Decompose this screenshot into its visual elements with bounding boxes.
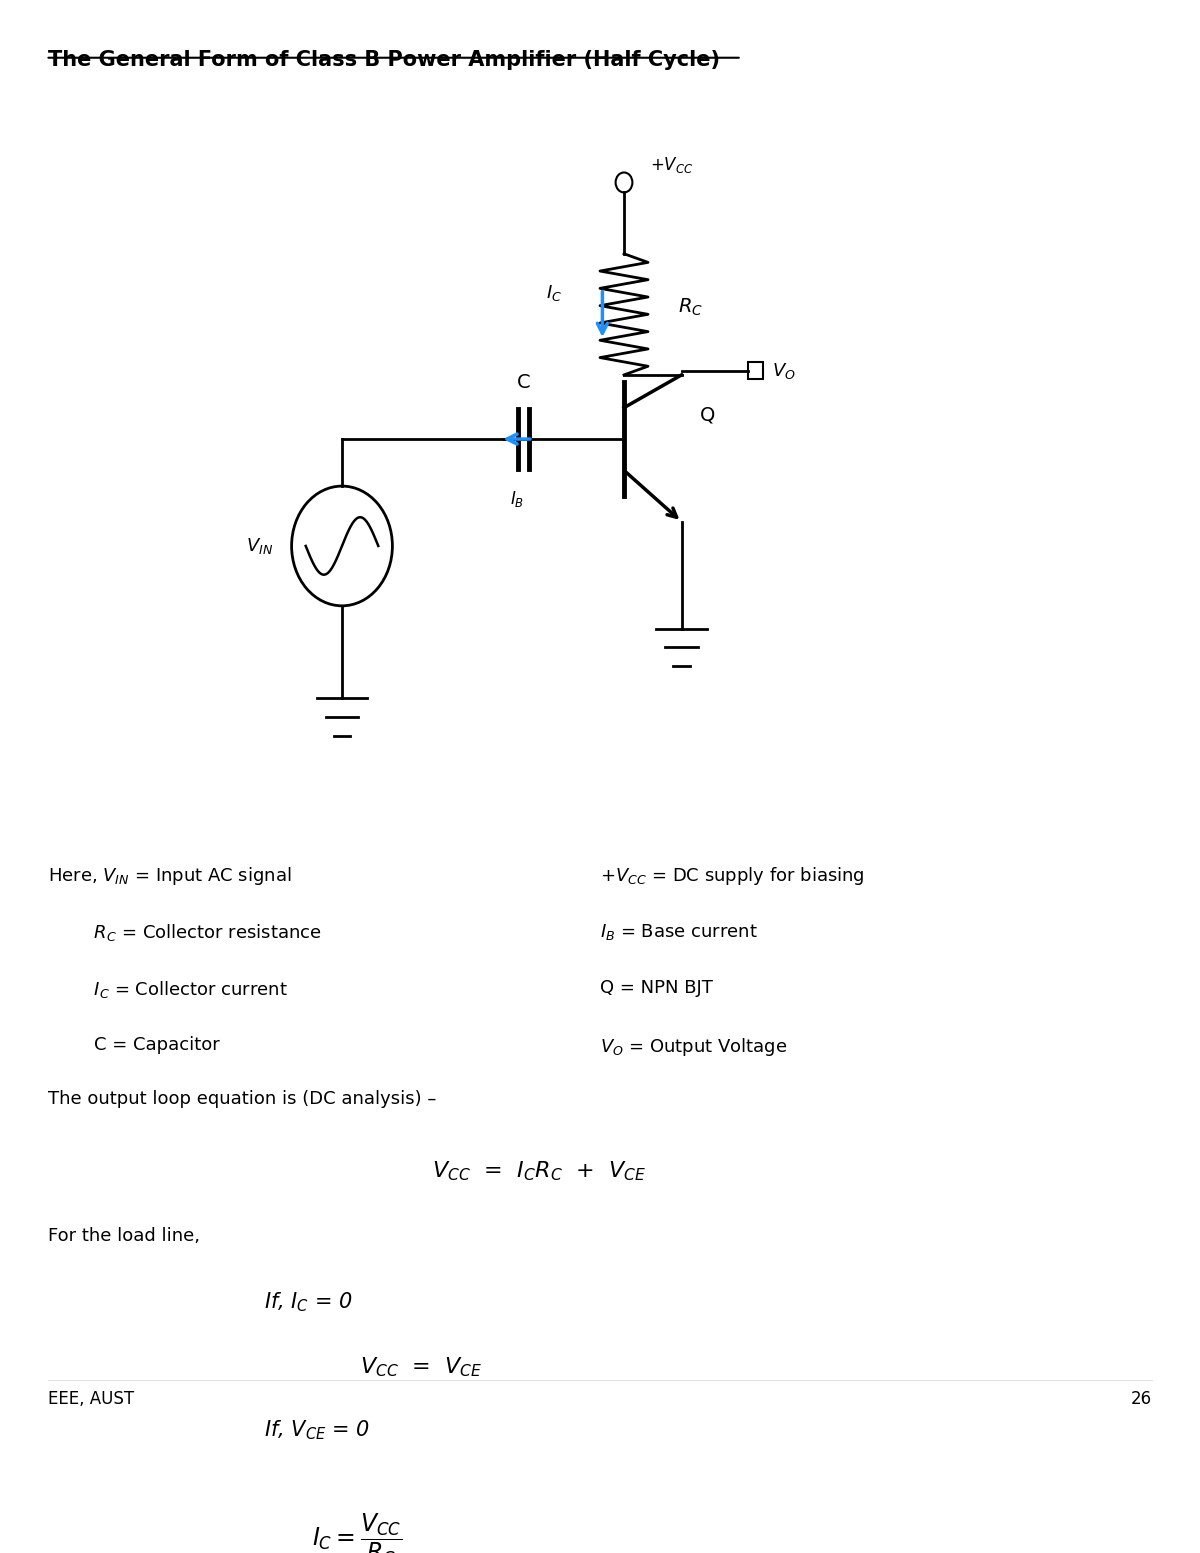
Text: $I_B$ = Base current: $I_B$ = Base current [600,922,757,943]
Text: C = Capacitor: C = Capacitor [48,1036,220,1054]
Text: The output loop equation is (DC analysis) –: The output loop equation is (DC analysis… [48,1090,437,1109]
Text: $V_{CC}$  =  $I_C R_C$  +  $V_{CE}$: $V_{CC}$ = $I_C R_C$ + $V_{CE}$ [432,1159,647,1182]
Text: The General Form of Class B Power Amplifier (Half Cycle): The General Form of Class B Power Amplif… [48,50,720,70]
Text: If, $V_{CE}$ = 0: If, $V_{CE}$ = 0 [264,1418,370,1441]
Text: +$V_{CC}$: +$V_{CC}$ [650,155,694,175]
Text: Here, $V_{IN}$ = Input AC signal: Here, $V_{IN}$ = Input AC signal [48,865,292,887]
Text: C: C [517,373,530,391]
Text: $I_C$ = Collector current: $I_C$ = Collector current [48,980,288,1000]
Text: $R_C$: $R_C$ [678,297,703,318]
Text: EEE, AUST: EEE, AUST [48,1390,134,1409]
Text: If, $I_C$ = 0: If, $I_C$ = 0 [264,1291,353,1314]
Text: +$V_{CC}$ = DC supply for biasing: +$V_{CC}$ = DC supply for biasing [600,865,865,887]
Text: $I_C = \dfrac{V_{CC}}{R_C}$: $I_C = \dfrac{V_{CC}}{R_C}$ [312,1511,402,1553]
Text: $V_O$: $V_O$ [772,360,796,380]
Text: For the load line,: For the load line, [48,1227,200,1246]
Text: $V_O$ = Output Voltage: $V_O$ = Output Voltage [600,1036,787,1058]
Text: $R_C$ = Collector resistance: $R_C$ = Collector resistance [48,922,322,943]
Text: $V_{IN}$: $V_{IN}$ [246,536,274,556]
Text: Q = NPN BJT: Q = NPN BJT [600,980,713,997]
Text: $I_C$: $I_C$ [546,283,562,303]
Text: $V_{CC}$  =  $V_{CE}$: $V_{CC}$ = $V_{CE}$ [360,1356,482,1379]
Text: $I_B$: $I_B$ [510,489,523,509]
Bar [748,362,763,379]
Text: Q: Q [700,405,715,426]
Text: 26: 26 [1130,1390,1152,1409]
